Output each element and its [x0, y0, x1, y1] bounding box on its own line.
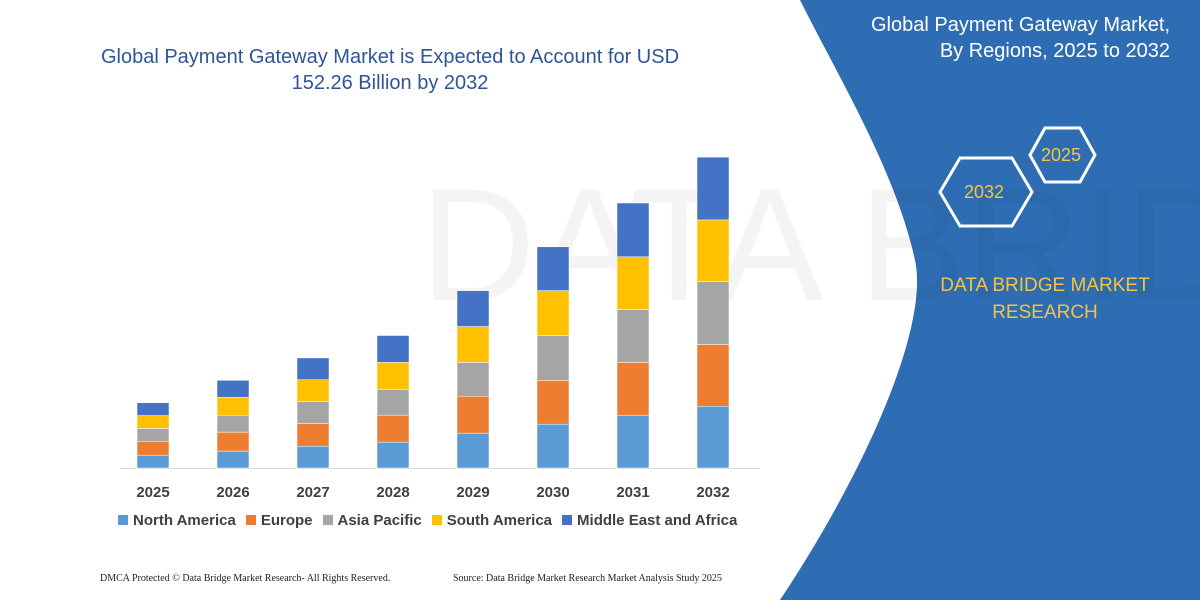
bar-segment-2031-asia-pacific — [616, 309, 650, 363]
legend-swatch — [431, 515, 442, 525]
bar-segment-2025-middle-east-and-africa — [136, 402, 170, 416]
bar-segment-2026-asia-pacific — [216, 414, 250, 433]
legend-label: Middle East and Africa — [577, 512, 738, 529]
hex-label-2032: 2032 — [964, 182, 1005, 202]
legend-item: South America — [431, 512, 553, 529]
x-tick-label: 2028 — [376, 484, 409, 501]
bar-segment-2031-middle-east-and-africa — [616, 202, 650, 258]
bar-segment-2026-europe — [216, 431, 250, 452]
legend-item: North America — [118, 512, 236, 529]
bar-segment-2028-europe — [376, 414, 410, 443]
side-title: Global Payment Gateway Market, By Regions… — [870, 14, 1170, 62]
side-panel-shape — [780, 0, 1200, 600]
bar-segment-2026-middle-east-and-africa — [216, 380, 250, 398]
bar-segment-2025-asia-pacific — [136, 428, 170, 442]
x-tick-label: 2026 — [216, 484, 249, 501]
chart-title: Global Payment Gateway Market is Expecte… — [100, 46, 680, 94]
legend-swatch — [322, 515, 333, 525]
bar-segment-2029-middle-east-and-africa — [456, 290, 490, 327]
legend: North America Europe Asia Pacific South Ame… — [118, 512, 737, 529]
bar-segment-2029-south-america — [456, 326, 490, 363]
hex-label-2025: 2025 — [1041, 145, 1082, 165]
copyright-text: DMCA Protected © Data Bridge Market Rese… — [100, 573, 391, 584]
bar-segment-2030-asia-pacific — [536, 335, 570, 381]
bar-segment-2031-south-america — [616, 256, 650, 310]
bar-segment-2032-north-america — [696, 405, 730, 469]
bar-segment-2027-middle-east-and-africa — [296, 357, 330, 380]
bar-segment-2026-north-america — [216, 450, 250, 469]
bar-segment-2028-middle-east-and-africa — [376, 335, 410, 363]
bar-segment-2025-north-america — [136, 454, 170, 469]
legend-label: South America — [446, 512, 553, 529]
bar-segment-2025-south-america — [136, 415, 170, 429]
bar-segment-2030-middle-east-and-africa — [536, 246, 570, 291]
x-tick-label: 2027 — [296, 484, 329, 501]
hexagon-2025 — [1028, 126, 1097, 184]
legend-item: Middle East and Africa — [562, 512, 737, 529]
legend-swatch — [118, 515, 128, 525]
bar-segment-2028-asia-pacific — [376, 389, 410, 416]
bar-segment-2030-south-america — [536, 290, 570, 336]
bar-segment-2028-south-america — [376, 362, 410, 390]
stacked-bar-chart: 2025 2026 2027 2028 2029 2030 2031 2032 — [120, 156, 760, 501]
bar-segment-2032-middle-east-and-africa — [696, 156, 730, 221]
legend-label: Europe — [260, 512, 313, 529]
x-tick-label: 2025 — [136, 484, 169, 501]
bar-segment-2029-asia-pacific — [456, 362, 490, 397]
legend-label: Asia Pacific — [337, 512, 422, 529]
x-tick-label: 2031 — [616, 484, 649, 501]
bar-segment-2030-europe — [536, 380, 570, 425]
legend-label: North America — [133, 512, 236, 529]
bar-segment-2032-asia-pacific — [696, 281, 730, 345]
bar-segment-2032-europe — [696, 344, 730, 407]
source-text: Source: Data Bridge Market Research Mark… — [453, 573, 722, 584]
bar-segment-2027-south-america — [296, 379, 330, 402]
bar-segment-2030-north-america — [536, 423, 570, 469]
bar-segment-2029-north-america — [456, 432, 490, 469]
bar-segment-2027-asia-pacific — [296, 401, 330, 424]
bar-segment-2032-south-america — [696, 219, 730, 282]
hexagon-2032 — [938, 156, 1034, 228]
legend-swatch — [245, 515, 256, 525]
x-tick-label: 2032 — [696, 484, 729, 501]
bar-segment-2026-south-america — [216, 397, 250, 416]
x-tick-label: 2030 — [536, 484, 569, 501]
bar-segment-2027-europe — [296, 423, 330, 447]
brand-name: DATA BRIDGE MARKET RESEARCH — [940, 275, 1150, 323]
bar-segment-2031-north-america — [616, 414, 650, 469]
bar-segment-2029-europe — [456, 395, 490, 434]
legend-item: Europe — [245, 512, 313, 529]
legend-item: Asia Pacific — [322, 512, 422, 529]
x-tick-label: 2029 — [456, 484, 489, 501]
legend-swatch — [562, 515, 573, 525]
bar-segment-2027-north-america — [296, 445, 330, 469]
bar-segment-2028-north-america — [376, 441, 410, 469]
bar-segment-2025-europe — [136, 441, 170, 456]
bar-segment-2031-europe — [616, 362, 650, 416]
